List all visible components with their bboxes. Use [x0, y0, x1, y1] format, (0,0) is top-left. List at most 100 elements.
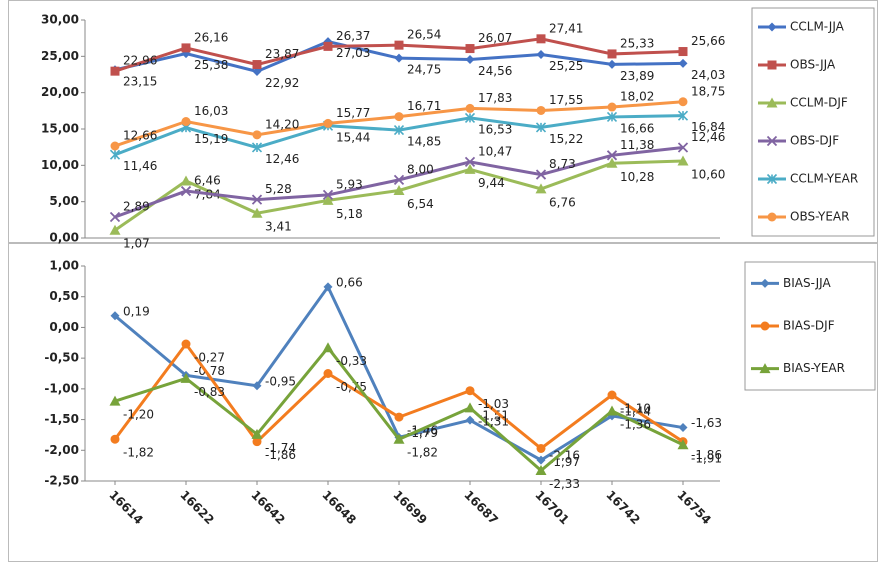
data-label: -1,20	[123, 408, 154, 422]
marker	[251, 142, 263, 153]
marker	[767, 60, 777, 70]
marker	[251, 207, 263, 218]
data-label: -1,97	[549, 455, 580, 469]
x-tick-label: 16648	[319, 488, 358, 527]
legend-label: OBS-JJA	[790, 58, 836, 72]
data-label: 17,83	[478, 91, 512, 105]
data-label: 27,41	[549, 21, 583, 35]
marker	[322, 342, 334, 353]
y-tick-label: 15,00	[41, 122, 79, 136]
marker	[252, 381, 262, 391]
data-label: 15,22	[549, 132, 583, 146]
data-label: -1,36	[620, 417, 651, 431]
marker	[606, 405, 618, 416]
data-label: 12,46	[691, 130, 725, 144]
marker	[766, 97, 778, 108]
data-label: 0,19	[123, 304, 150, 318]
data-label: -1,91	[691, 451, 722, 465]
data-label: 16,53	[478, 122, 512, 136]
data-label: 2,89	[123, 199, 150, 213]
legend-label: CCLM-JJA	[790, 20, 845, 34]
marker	[252, 437, 262, 447]
data-label: 16,66	[620, 121, 654, 135]
marker	[759, 363, 771, 374]
data-label: -2,33	[549, 477, 580, 491]
data-label: 16,03	[194, 104, 228, 118]
marker	[607, 390, 617, 400]
marker	[535, 183, 547, 194]
legend-label: OBS-YEAR	[790, 210, 849, 224]
marker	[110, 141, 120, 151]
marker	[678, 58, 688, 68]
marker	[323, 282, 333, 292]
marker	[393, 174, 405, 186]
marker	[535, 169, 547, 180]
marker	[180, 185, 192, 197]
marker	[181, 339, 191, 349]
x-tick-label: 16701	[532, 488, 571, 527]
marker	[607, 49, 617, 59]
marker	[393, 433, 405, 444]
data-label: 25,25	[549, 59, 583, 73]
marker	[677, 439, 689, 450]
marker	[606, 111, 618, 123]
data-label: -1,86	[691, 448, 722, 462]
marker	[536, 443, 546, 453]
legend-label: OBS-DJF	[790, 134, 839, 148]
data-label: 24,56	[478, 64, 512, 78]
data-label: 16,84	[691, 120, 725, 134]
marker	[181, 117, 191, 127]
marker	[536, 105, 546, 115]
marker	[393, 184, 405, 195]
marker	[180, 372, 192, 383]
marker	[464, 112, 476, 123]
data-label: -1,46	[407, 424, 438, 438]
data-label: 25,66	[691, 34, 725, 48]
marker	[109, 224, 121, 235]
marker	[394, 112, 404, 122]
data-label: 0,66	[336, 275, 363, 289]
marker	[323, 41, 333, 51]
marker	[677, 155, 689, 166]
legend-box	[751, 7, 875, 237]
data-label: 18,02	[620, 90, 654, 104]
data-label: -1,74	[265, 441, 296, 455]
marker	[678, 97, 688, 107]
marker	[251, 428, 263, 439]
data-label: -1,31	[478, 414, 509, 428]
marker	[394, 53, 404, 63]
data-label: 15,44	[336, 130, 370, 144]
data-label: 10,60	[691, 167, 725, 181]
marker	[465, 386, 475, 396]
marker	[252, 66, 262, 76]
y-tick-label: 0,00	[49, 231, 79, 245]
x-tick-label: 16687	[461, 488, 500, 527]
data-label: 15,19	[194, 132, 228, 146]
x-tick-label: 16614	[106, 488, 145, 527]
marker	[767, 212, 777, 222]
data-label: 22,92	[265, 76, 299, 90]
marker	[109, 211, 121, 223]
marker	[109, 149, 121, 160]
data-label: 8,73	[549, 157, 576, 171]
data-label: 6,54	[407, 197, 434, 211]
marker	[536, 34, 546, 44]
marker	[677, 110, 689, 121]
data-label: 14,20	[265, 117, 299, 131]
data-label: -1,86	[265, 448, 296, 462]
marker	[252, 60, 262, 70]
data-label: 14,85	[407, 135, 441, 149]
data-label: 26,16	[194, 30, 228, 44]
data-label: -1,03	[478, 397, 509, 411]
legend-label: CCLM-YEAR	[790, 172, 858, 186]
data-label: 6,76	[549, 195, 576, 209]
data-label: 24,75	[407, 63, 441, 77]
data-label: 9,44	[478, 176, 505, 190]
marker	[251, 194, 263, 205]
marker	[465, 44, 475, 54]
data-label: -1,10	[620, 402, 651, 416]
data-label: 6,46	[194, 174, 221, 188]
y-tick-label: 5,00	[49, 194, 79, 208]
marker	[109, 395, 121, 406]
